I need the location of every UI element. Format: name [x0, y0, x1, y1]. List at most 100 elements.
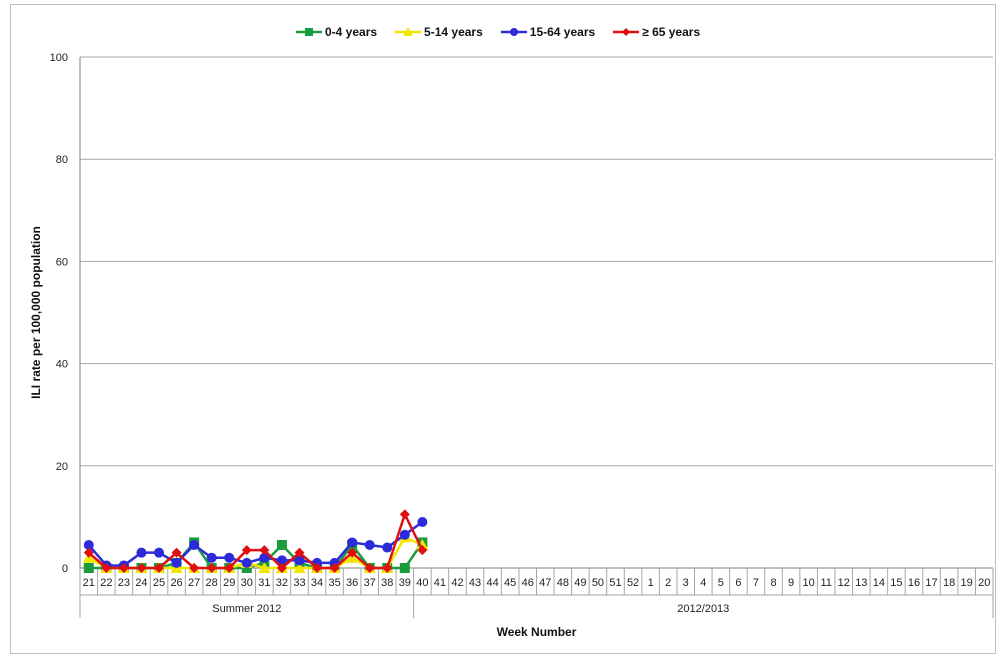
x-tick-label: 29 [223, 577, 235, 589]
data-point [276, 555, 287, 566]
data-point [329, 563, 340, 573]
x-tick-label: 46 [522, 577, 534, 589]
data-point [171, 557, 182, 568]
data-point [259, 545, 270, 556]
x-tick-label: 31 [258, 577, 270, 589]
data-point [399, 563, 410, 573]
data-point [206, 552, 217, 563]
x-tick-label: 22 [100, 577, 112, 589]
x-tick-label: 43 [469, 577, 481, 589]
data-point [241, 563, 252, 573]
data-point [259, 552, 270, 563]
data-point [136, 563, 147, 573]
data-point [417, 545, 428, 556]
y-tick-label: 80 [56, 154, 68, 166]
x-tick-label: 19 [961, 577, 973, 589]
data-point [276, 563, 287, 573]
x-tick-label: 15 [890, 577, 902, 589]
legend-marker [622, 28, 631, 36]
data-point [241, 545, 252, 556]
data-point [189, 540, 200, 551]
legend-label: 0-4 years [325, 25, 378, 39]
data-point [347, 547, 358, 558]
x-tick-label: 48 [557, 577, 569, 589]
data-point [241, 557, 252, 568]
x-tick-label: 39 [399, 577, 411, 589]
y-axis-title: ILI rate per 100,000 population [29, 226, 43, 399]
data-point [312, 563, 323, 573]
x-tick-label: 2 [665, 577, 671, 589]
data-point [347, 537, 358, 548]
data-point [382, 542, 393, 553]
legend-label: 15-64 years [529, 25, 596, 39]
y-tick-label: 40 [56, 359, 68, 371]
x-tick-label: 17 [925, 577, 937, 589]
legend-marker [305, 28, 313, 36]
data-point [399, 509, 410, 520]
group-label: Summer 2012 [212, 603, 281, 615]
data-point [206, 563, 217, 573]
x-tick-label: 34 [311, 577, 323, 589]
data-point [83, 563, 94, 573]
x-tick-label: 11 [820, 577, 831, 589]
data-point [258, 562, 271, 573]
x-tick-label: 10 [803, 577, 815, 589]
data-point [224, 552, 235, 563]
data-point [364, 563, 375, 573]
x-tick-label: 8 [770, 577, 776, 589]
x-tick-label: 47 [539, 577, 551, 589]
data-point [171, 547, 182, 558]
x-tick-label: 23 [118, 577, 130, 589]
x-tick-label: 36 [346, 577, 358, 589]
data-point [382, 563, 393, 573]
data-point [83, 540, 94, 551]
x-tick-label: 30 [241, 577, 253, 589]
x-tick-label: 1 [648, 577, 654, 589]
legend-swatch [500, 28, 527, 36]
x-tick-label: 9 [788, 577, 794, 589]
data-point [417, 517, 428, 528]
legend-item: 5-14 years [395, 25, 483, 39]
x-tick-label: 50 [592, 577, 604, 589]
data-point [293, 562, 306, 573]
x-tick-label: 27 [188, 577, 200, 589]
x-tick-label: 25 [153, 577, 165, 589]
x-tick-label: 5 [718, 577, 724, 589]
x-tick-label: 7 [753, 577, 759, 589]
legend-swatch [296, 28, 322, 36]
legend-label: ≥ 65 years [642, 25, 701, 39]
x-tick-label: 37 [364, 577, 376, 589]
y-tick-label: 60 [56, 256, 68, 268]
legend-swatch [395, 27, 422, 36]
x-tick-label: 6 [735, 577, 741, 589]
x-tick-label: 45 [504, 577, 516, 589]
x-tick-label: 16 [908, 577, 920, 589]
data-point [276, 540, 287, 551]
group-label: 2012/2013 [677, 603, 729, 615]
x-axis-title: Week Number [497, 625, 577, 639]
x-tick-label: 14 [873, 577, 885, 589]
chart-frame [10, 4, 996, 654]
x-tick-label: 42 [451, 577, 463, 589]
legend-swatch [613, 28, 640, 36]
y-tick-label: 100 [50, 52, 68, 64]
data-point [224, 563, 235, 573]
legend-item: ≥ 65 years [613, 25, 700, 39]
legend-label: 5-14 years [424, 25, 483, 39]
x-tick-label: 12 [838, 577, 850, 589]
x-tick-label: 4 [700, 577, 706, 589]
x-tick-label: 44 [486, 577, 498, 589]
x-tick-label: 52 [627, 577, 639, 589]
data-point [101, 563, 112, 573]
data-point [136, 547, 147, 558]
data-point [118, 563, 129, 573]
legend-marker [403, 27, 414, 36]
data-point [294, 555, 305, 566]
x-tick-label: 13 [855, 577, 867, 589]
data-point [364, 540, 375, 551]
data-point [189, 563, 200, 573]
x-tick-label: 40 [416, 577, 428, 589]
data-point [416, 539, 429, 551]
data-point [399, 529, 410, 540]
